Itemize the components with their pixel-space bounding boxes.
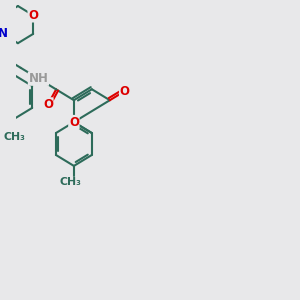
Text: CH₃: CH₃: [59, 177, 81, 188]
Text: O: O: [120, 85, 130, 98]
Text: O: O: [43, 98, 53, 111]
Text: NH: NH: [28, 72, 48, 85]
Text: O: O: [28, 9, 38, 22]
Text: N: N: [0, 27, 8, 40]
Text: O: O: [69, 116, 79, 129]
Text: CH₃: CH₃: [3, 132, 25, 142]
